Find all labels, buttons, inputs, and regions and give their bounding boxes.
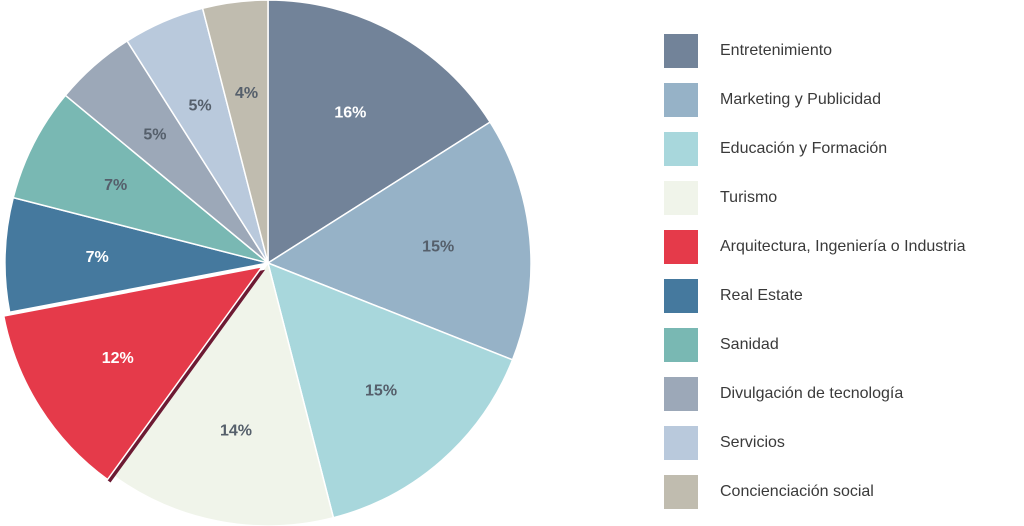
slice-value-label: 16% (334, 105, 366, 122)
legend-item: Arquitectura, Ingeniería o Industria (664, 230, 965, 279)
pie-slice-4 (112, 262, 335, 526)
slice-value-label: 15% (365, 383, 397, 400)
legend-item: Divulgación de tecnología (664, 377, 965, 426)
legend-swatch (664, 132, 698, 166)
legend-swatch (664, 279, 698, 313)
legend-swatch (664, 230, 698, 264)
legend-swatch (664, 426, 698, 460)
legend-swatch (664, 475, 698, 509)
legend-item: Entretenimiento (664, 34, 965, 83)
pie-slices (2, 0, 532, 526)
legend-item: Turismo (664, 181, 965, 230)
legend-swatch (664, 34, 698, 68)
legend-label: Arquitectura, Ingeniería o Industria (720, 238, 966, 255)
legend-label: Real Estate (720, 287, 803, 304)
chart-legend: Entretenimiento Marketing y Publicidad Edu… (664, 34, 965, 524)
legend-label: Entretenimiento (720, 42, 833, 59)
slice-value-label: 14% (220, 422, 252, 439)
slice-value-label: 5% (189, 98, 212, 115)
legend-label: Divulgación de tecnología (720, 385, 904, 402)
pie-slice-7 (12, 94, 269, 264)
legend-item: Marketing y Publicidad (664, 83, 965, 132)
slice-value-label: 7% (104, 177, 127, 194)
pie-labels: 16% 15% 15% 14% 12% 7% 7% 5% 5% 4% (86, 85, 455, 440)
legend-label: Servicios (720, 434, 785, 451)
pie-slice-1 (267, 0, 491, 264)
legend-item: Educación y Formación (664, 132, 965, 181)
legend-item: Concienciación social (664, 475, 965, 524)
pie-slice-2 (267, 121, 532, 361)
slice-value-label: 5% (143, 126, 166, 143)
slice-value-label: 12% (102, 350, 134, 367)
slice-value-label: 7% (86, 249, 109, 266)
legend-item: Real Estate (664, 279, 965, 328)
slice-value-label: 15% (422, 238, 454, 255)
pie-slice-6 (4, 196, 269, 314)
pie-slice-10 (201, 0, 269, 264)
legend-item: Servicios (664, 426, 965, 475)
legend-label: Educación y Formación (720, 140, 888, 157)
legend-label: Turismo (720, 189, 778, 206)
legend-label: Concienciación social (720, 483, 874, 500)
legend-swatch (664, 181, 698, 215)
legend-item: Sanidad (664, 328, 965, 377)
legend-label: Marketing y Publicidad (720, 91, 881, 108)
legend-label: Sanidad (720, 336, 779, 353)
slice-value-label: 4% (235, 85, 258, 102)
legend-swatch (664, 83, 698, 117)
legend-swatch (664, 377, 698, 411)
legend-swatch (664, 328, 698, 362)
pie-slice-5 (2, 266, 263, 481)
pie-slice-3 (267, 262, 514, 519)
